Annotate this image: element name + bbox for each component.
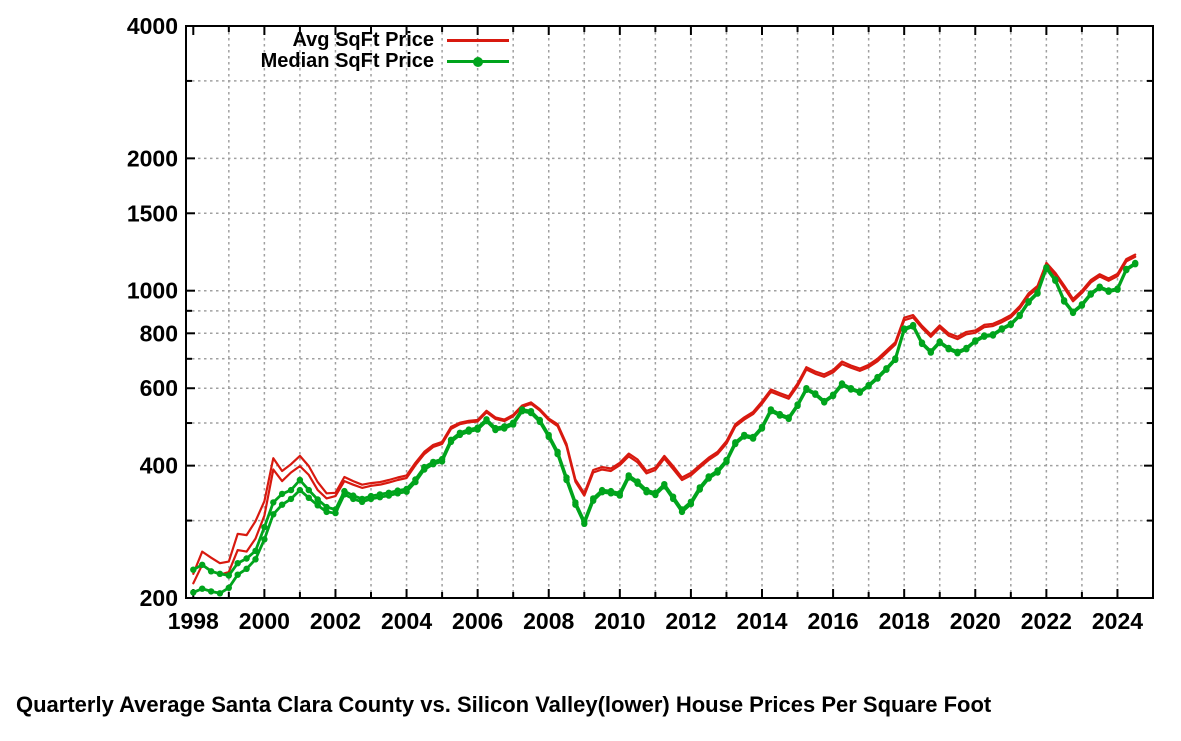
legend-swatch-median: [447, 51, 509, 72]
x-tick-label: 2018: [879, 608, 930, 634]
legend-label-avg: Avg SqFt Price: [292, 29, 434, 51]
chart-title: Quarterly Average Santa Clara County vs.…: [16, 692, 992, 717]
y-tick-label: 1500: [127, 200, 178, 226]
y-tick-label: 200: [140, 585, 178, 611]
series-line-avg-silicon-valley: [192, 255, 1137, 585]
x-tick-label: 2016: [808, 608, 859, 634]
legend: Avg SqFt Price Median SqFt Price: [0, 30, 509, 72]
y-tick-label: 600: [140, 375, 178, 401]
x-tick-label: 2010: [594, 608, 645, 634]
plot-frame: [185, 25, 1154, 599]
series-line-median-santa-clara: [191, 261, 1137, 577]
series-line-median-silicon-valley: [191, 262, 1137, 595]
median-dot-marker-icon: [473, 56, 483, 67]
legend-item-median: Median SqFt Price: [0, 51, 509, 72]
x-tick-label: 1998: [168, 608, 219, 634]
x-tick-label: 2012: [665, 608, 716, 634]
x-tick-label: 2008: [523, 608, 574, 634]
x-tick-label: 2006: [452, 608, 503, 634]
x-tick-label: 2002: [310, 608, 361, 634]
x-tick-label: 2022: [1021, 608, 1072, 634]
series-line-avg-santa-clara: [192, 253, 1137, 575]
x-tick-label: 2014: [736, 608, 787, 634]
legend-swatch-avg: [447, 30, 509, 51]
x-tick-label: 2024: [1092, 608, 1143, 634]
series-median-santa-clara: [190, 259, 1139, 579]
x-tick-label: 2020: [950, 608, 1001, 634]
y-tick-label: 800: [140, 320, 178, 346]
x-tick-label: 2004: [381, 608, 432, 634]
y-tick-label: 1000: [127, 278, 178, 304]
legend-item-avg: Avg SqFt Price: [0, 30, 509, 51]
y-tick-label: 2000: [127, 145, 178, 171]
y-tick-label: 4000: [127, 13, 178, 39]
legend-label-median: Median SqFt Price: [260, 50, 434, 72]
y-tick-label: 400: [140, 453, 178, 479]
avg-line-sample-icon: [447, 39, 509, 42]
x-tick-label: 2000: [239, 608, 290, 634]
